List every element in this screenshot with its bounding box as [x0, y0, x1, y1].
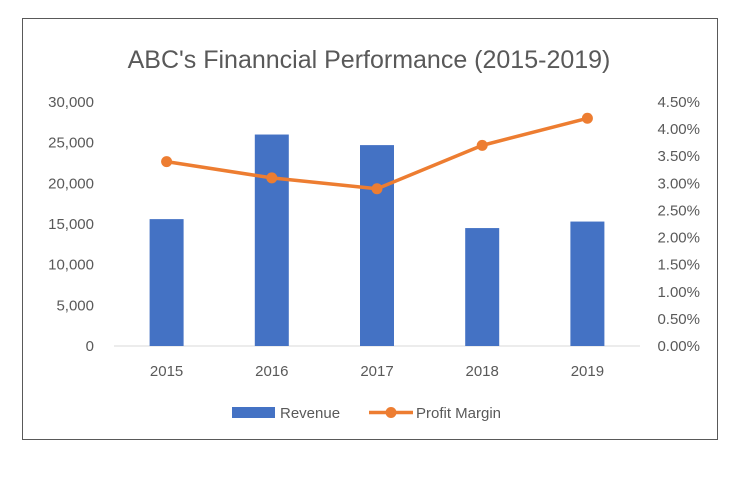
y-tick-label-primary: 0 [86, 338, 94, 355]
y-tick-label-primary: 20,000 [48, 175, 94, 192]
y-tick-label-primary: 25,000 [48, 135, 94, 152]
revenue-bar [465, 228, 500, 346]
revenue-bar [149, 219, 184, 346]
revenue-bar [570, 221, 605, 346]
revenue-bar [360, 145, 394, 346]
x-axis-ticks: 2015 2016 2017 2018 2019 [150, 363, 604, 380]
profit-margin-point [161, 156, 173, 168]
profit-margin-line [161, 112, 593, 195]
y-tick-label-primary: 5,000 [56, 297, 94, 314]
y-tick-label-primary: 15,000 [48, 216, 94, 233]
legend: Revenue Profit Margin [232, 405, 501, 422]
revenue-bar [254, 134, 289, 346]
legend-revenue-label: Revenue [280, 405, 340, 422]
legend-profit-label: Profit Margin [416, 405, 501, 422]
y-tick-label-secondary: 1.00% [657, 284, 700, 301]
chart-frame: ABC's Finanncial Performance (2015-2019)… [22, 18, 718, 440]
x-tick-label: 2019 [571, 363, 604, 380]
y-tick-label-secondary: 3.50% [657, 148, 700, 165]
y-tick-label-secondary: 2.00% [657, 230, 700, 247]
chart-svg: ABC's Finanncial Performance (2015-2019)… [48, 46, 700, 422]
chart-title: ABC's Finanncial Performance (2015-2019) [128, 46, 611, 74]
y-tick-label-primary: 30,000 [48, 94, 94, 111]
y-axis-secondary-ticks: 0.00% 0.50% 1.00% 1.50% 2.00% 2.50% 3.00% 3.50%… [657, 94, 700, 355]
y-tick-label-secondary: 4.50% [657, 94, 700, 111]
y-tick-label-secondary: 1.50% [657, 257, 700, 274]
x-tick-label: 2018 [466, 363, 499, 380]
revenue-bars [149, 134, 605, 346]
legend-revenue-swatch [232, 407, 275, 418]
profit-margin-point [581, 112, 593, 124]
profit-margin-point [266, 172, 278, 184]
x-tick-label: 2015 [150, 363, 183, 380]
x-tick-label: 2017 [360, 363, 393, 380]
profit-margin-point [476, 139, 488, 151]
y-tick-label-secondary: 0.00% [657, 338, 700, 355]
y-tick-label-secondary: 4.00% [657, 121, 700, 138]
y-tick-label-secondary: 0.50% [657, 311, 700, 328]
legend-profit-marker [385, 407, 397, 418]
y-tick-label-primary: 10,000 [48, 257, 94, 274]
y-tick-label-secondary: 2.50% [657, 202, 700, 219]
x-tick-label: 2016 [255, 363, 288, 380]
profit-margin-point [371, 183, 383, 195]
y-axis-primary-ticks: 0 5,000 10,000 15,000 20,000 25,000 30,000 [48, 94, 94, 355]
y-tick-label-secondary: 3.00% [657, 175, 700, 192]
